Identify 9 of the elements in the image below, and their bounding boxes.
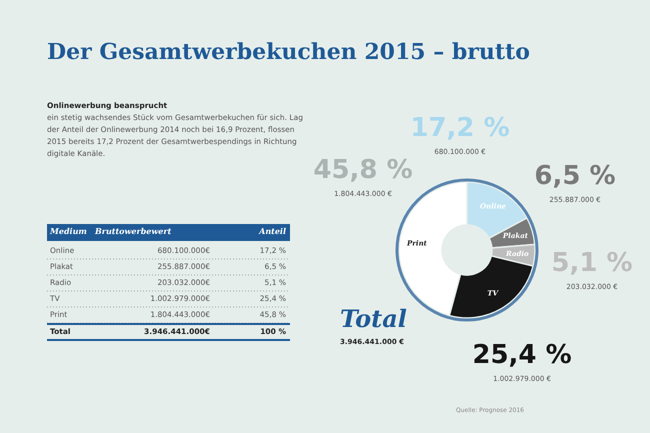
data-label: 17,2 % (410, 113, 510, 143)
text: Medium (49, 226, 87, 236)
text: Bruttowerbewert (94, 226, 172, 236)
chart-title: Der Gesamtwerbekuchen 2015 – brutto (47, 39, 530, 65)
text: Anteil (258, 226, 286, 236)
text: Total (340, 304, 407, 333)
data-label: 6,5 % (534, 161, 616, 191)
data-label: 45,8 % (313, 155, 413, 185)
data-label: 25,4 % (472, 340, 572, 370)
